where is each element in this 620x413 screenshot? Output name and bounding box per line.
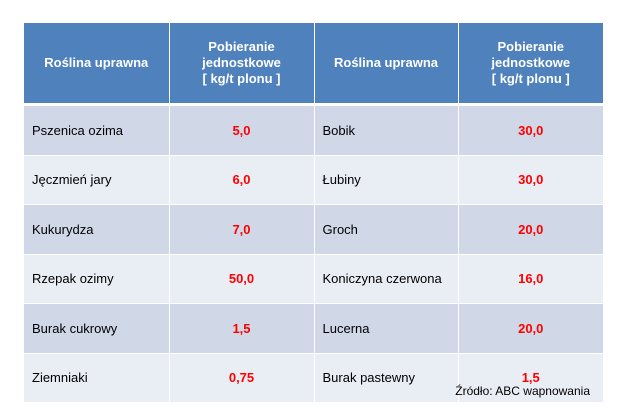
uptake-value-right: 16,0 [458, 254, 603, 304]
crop-name-left: Kukurydza [24, 204, 170, 255]
uptake-value-right: 20,0 [458, 204, 603, 255]
table-row: Kukurydza 7,0 Groch 20,0 [24, 204, 603, 255]
nutrient-uptake-table: Roślina uprawna Pobieranie jednostkowe [… [24, 23, 603, 403]
uptake-value-left: 5,0 [169, 104, 315, 156]
crop-name-right: Łubiny [314, 155, 459, 205]
table-row: Rzepak ozimy 50,0 Koniczyna czerwona 16,… [24, 254, 603, 304]
crop-name-right: Koniczyna czerwona [314, 254, 459, 304]
header-uptake-right-line2: jednostkowe [491, 55, 571, 70]
crop-name-left: Ziemniaki [24, 353, 170, 403]
header-crop-right: Roślina uprawna [314, 23, 459, 106]
uptake-value-left: 50,0 [169, 254, 315, 304]
uptake-value-right: 1,5 [458, 353, 603, 403]
uptake-table-container: Roślina uprawna Pobieranie jednostkowe [… [24, 23, 603, 403]
table-row: Ziemniaki 0,75 Burak pastewny 1,5 [24, 353, 603, 403]
crop-name-right: Bobik [314, 104, 459, 156]
crop-name-right: Groch [314, 204, 459, 255]
uptake-value-left: 1,5 [169, 303, 315, 354]
uptake-value-right: 30,0 [458, 155, 603, 205]
header-uptake-left-line1: Pobieranie [208, 39, 275, 54]
table-row: Burak cukrowy 1,5 Lucerna 20,0 [24, 303, 603, 354]
header-uptake-right: Pobieranie jednostkowe [ kg/t plonu ] [458, 23, 603, 106]
table-row: Pszenica ozima 5,0 Bobik 30,0 [24, 104, 603, 156]
header-crop-left: Roślina uprawna [24, 23, 170, 106]
header-uptake-right-line1: Pobieranie [497, 39, 564, 54]
crop-name-left: Rzepak ozimy [24, 254, 170, 304]
header-uptake-left: Pobieranie jednostkowe [ kg/t plonu ] [169, 23, 315, 106]
header-uptake-right-line3: [ kg/t plonu ] [491, 71, 570, 86]
crop-name-left: Jęczmień jary [24, 155, 170, 205]
crop-name-right: Burak pastewny [314, 353, 459, 403]
header-uptake-left-line3: [ kg/t plonu ] [202, 71, 281, 86]
header-uptake-left-line2: jednostkowe [202, 55, 281, 70]
uptake-value-left: 7,0 [169, 204, 315, 255]
uptake-value-left: 6,0 [169, 155, 315, 205]
table-header-row: Roślina uprawna Pobieranie jednostkowe [… [24, 23, 603, 106]
table-row: Jęczmień jary 6,0 Łubiny 30,0 [24, 155, 603, 205]
uptake-value-right: 30,0 [458, 104, 603, 156]
crop-name-right: Lucerna [314, 303, 459, 354]
crop-name-left: Pszenica ozima [24, 104, 170, 156]
source-caption: Źródło: ABC wapnowania [455, 384, 590, 398]
uptake-value-right: 20,0 [458, 303, 603, 354]
crop-name-left: Burak cukrowy [24, 303, 170, 354]
uptake-value-left: 0,75 [169, 353, 315, 403]
